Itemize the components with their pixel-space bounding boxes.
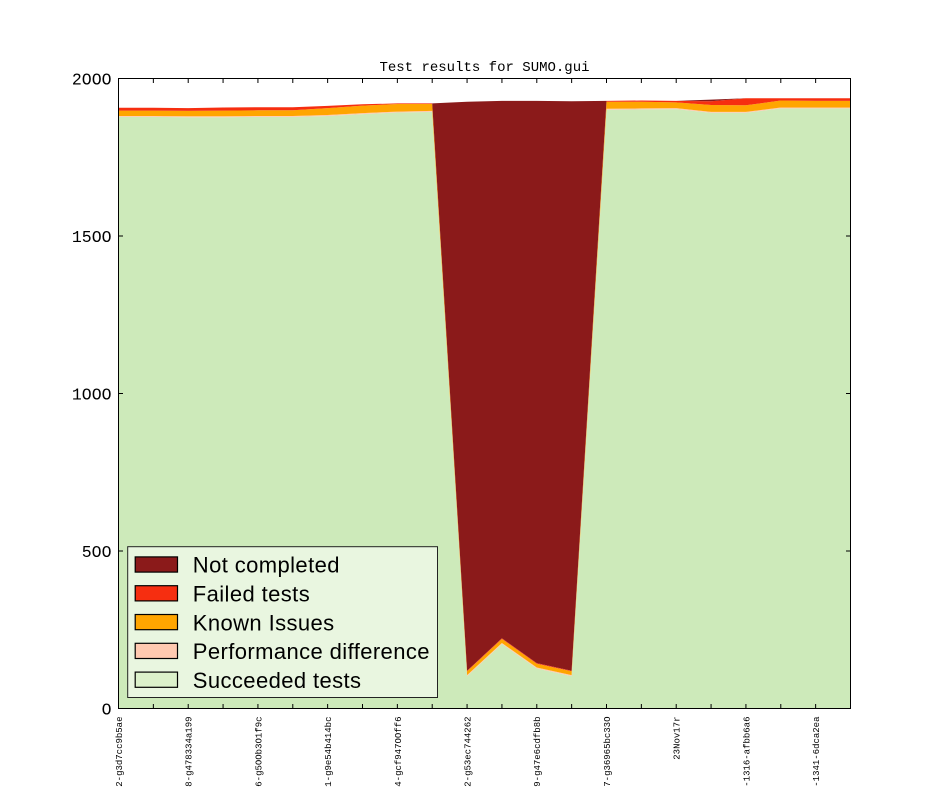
svg-text:Failed tests: Failed tests <box>193 582 310 607</box>
svg-text:1OOO: 1OOO <box>72 386 112 405</box>
svg-text:Performance difference: Performance difference <box>193 639 430 664</box>
svg-text:23Nov17r: 23Nov17r <box>673 717 683 760</box>
svg-text:OO87-g36965bc33O: OO87-g36965bc33O <box>603 717 613 787</box>
svg-text:OO59-g47e6cdfb8b: OO59-g47e6cdfb8b <box>533 717 543 787</box>
svg-text:v1_14_O-1316-afbb6a6: v1_14_O-1316-afbb6a6 <box>742 717 752 787</box>
svg-text:OO44-gcf947OOff6: OO44-gcf947OOff6 <box>394 717 404 787</box>
svg-text:O: O <box>102 701 112 720</box>
svg-text:OO72-g53ec744262: OO72-g53ec744262 <box>463 717 473 787</box>
svg-text:Succeeded tests: Succeeded tests <box>193 668 362 693</box>
svg-text:Not completed: Not completed <box>193 553 340 578</box>
svg-text:Known Issues: Known Issues <box>193 610 335 635</box>
svg-text:OOO2-g3d7cc9b5ae: OOO2-g3d7cc9b5ae <box>115 717 125 787</box>
svg-text:OO61-g9e54b414bc: OO61-g9e54b414bc <box>324 717 334 787</box>
svg-text:5OO: 5OO <box>82 543 112 562</box>
svg-text:2OOO: 2OOO <box>72 71 112 90</box>
svg-text:15OO: 15OO <box>72 228 112 247</box>
svg-text:OOO6-g5OOb3O1f9c: OOO6-g5OOb3O1f9c <box>254 717 264 787</box>
svg-text:Test results for SUMO.gui: Test results for SUMO.gui <box>379 60 589 76</box>
svg-text:OOO8-g478334a199: OOO8-g478334a199 <box>185 717 195 787</box>
svg-text:-1341-6dca2ea: -1341-6dca2ea <box>812 716 822 787</box>
